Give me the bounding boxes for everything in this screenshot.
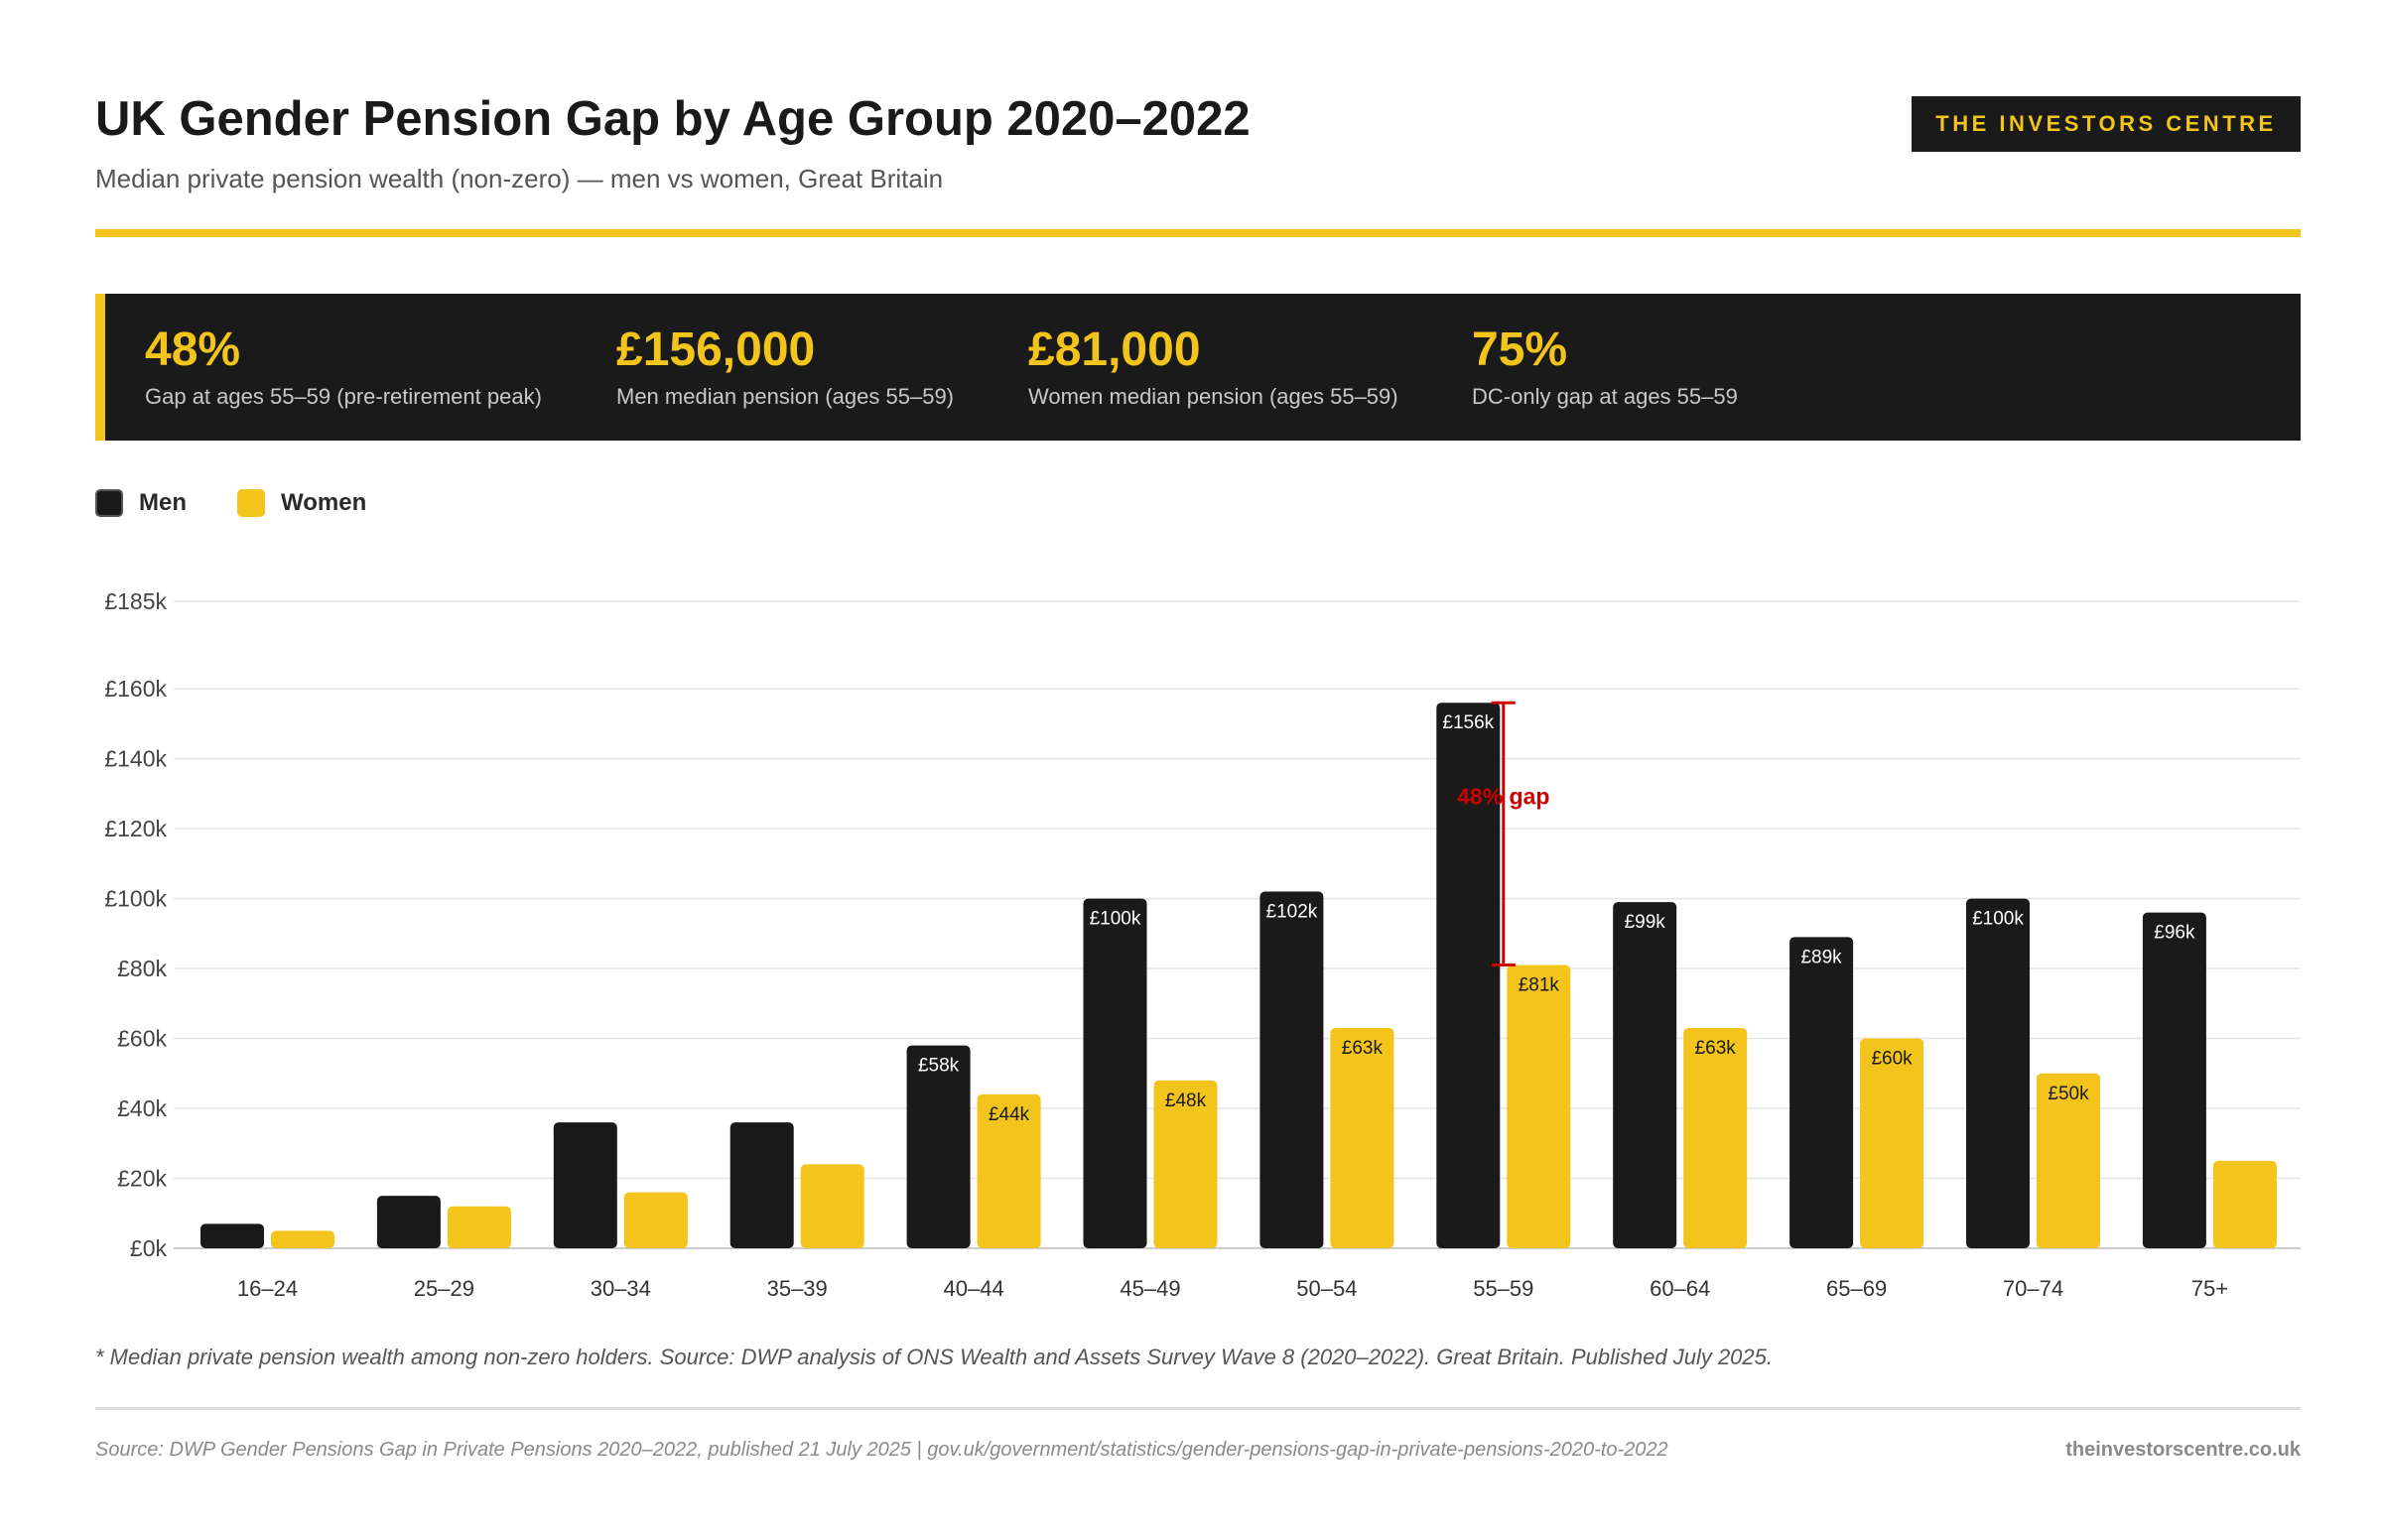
accent-rule (95, 229, 2301, 237)
stat-value: £81,000 (1028, 323, 1201, 376)
y-tick-label: £40k (117, 1095, 167, 1121)
legend-swatch-men (95, 489, 123, 517)
stat-value: £156,000 (616, 323, 816, 376)
bar-women (1860, 1038, 1924, 1248)
stat-label: DC-only gap at ages 55–59 (1472, 384, 1738, 409)
y-tick-label: £185k (104, 588, 167, 614)
bar-men (906, 1045, 971, 1248)
data-label: £63k (1342, 1038, 1384, 1059)
y-tick-label: £60k (117, 1026, 167, 1052)
bar-women (800, 1164, 864, 1248)
x-tick-label: 50–54 (1296, 1276, 1357, 1301)
stat-gap: 48% Gap at ages 55–59 (pre-retirement pe… (145, 323, 542, 411)
data-label: £81k (1519, 975, 1560, 996)
bar-men (1436, 703, 1501, 1248)
bar-men (376, 1196, 441, 1248)
bar-women (977, 1093, 1041, 1248)
y-tick-label: £20k (117, 1166, 167, 1192)
data-label: £44k (989, 1104, 1030, 1125)
stat-label: Men median pension (ages 55–59) (616, 384, 955, 409)
bar-women (2212, 1160, 2277, 1248)
x-tick-label: 35–39 (767, 1276, 828, 1301)
page-title: UK Gender Pension Gap by Age Group 2020–… (95, 92, 1251, 146)
data-label: £63k (1695, 1038, 1737, 1059)
bar-women (623, 1192, 688, 1248)
bar-women (271, 1230, 334, 1248)
data-label: £89k (1800, 947, 1842, 967)
bar-men (1259, 891, 1324, 1248)
data-label: £50k (2048, 1084, 2089, 1104)
stat-label: Gap at ages 55–59 (pre-retirement peak) (145, 384, 542, 409)
x-tick-label: 75+ (2191, 1276, 2228, 1301)
data-label: £102k (1266, 902, 1318, 923)
stat-women-median: £81,000 Women median pension (ages 55–59… (1028, 323, 1398, 411)
stats-banner: 48% Gap at ages 55–59 (pre-retirement pe… (95, 294, 2301, 441)
data-label: £100k (1090, 909, 1141, 930)
bar-women (1683, 1027, 1748, 1248)
y-tick-label: £0k (130, 1235, 168, 1261)
x-tick-label: 45–49 (1120, 1276, 1180, 1301)
stat-dc-gap: 75% DC-only gap at ages 55–59 (1472, 323, 1738, 411)
stat-value: 48% (145, 323, 241, 376)
y-tick-label: £140k (104, 746, 167, 772)
footer-divider (95, 1407, 2301, 1410)
y-tick-label: £120k (104, 816, 167, 841)
data-label: £60k (1871, 1049, 1913, 1070)
x-tick-label: 55–59 (1473, 1276, 1533, 1301)
bar-women (1330, 1027, 1394, 1248)
page-subtitle: Median private pension wealth (non-zero)… (95, 164, 944, 193)
bar-men (1789, 937, 1854, 1248)
chart-footnote: * Median private pension wealth among no… (95, 1345, 1774, 1369)
x-tick-label: 40–44 (944, 1276, 1004, 1301)
bar-women (447, 1206, 511, 1248)
data-label: £100k (1972, 909, 2024, 930)
site-link[interactable]: theinvestorscentre.co.uk (2065, 1439, 2301, 1461)
x-tick-label: 16–24 (237, 1276, 298, 1301)
y-tick-label: £100k (104, 886, 167, 912)
y-tick-label: £160k (104, 676, 167, 702)
stat-label: Women median pension (ages 55–59) (1028, 384, 1398, 409)
bar-men (1083, 898, 1147, 1248)
data-label: £48k (1165, 1091, 1207, 1111)
legend-item-women: Women (237, 488, 366, 518)
stat-value: 75% (1472, 323, 1568, 376)
bar-women (1153, 1080, 1218, 1248)
data-label: £58k (918, 1056, 960, 1077)
gap-annotation-label: 48% gap (1457, 783, 1549, 809)
legend-label: Men (139, 489, 187, 516)
legend-swatch-women (237, 489, 265, 517)
source-text: Source: DWP Gender Pensions Gap in Priva… (95, 1439, 1668, 1461)
bar-men (200, 1223, 264, 1248)
x-tick-label: 70–74 (2003, 1276, 2063, 1301)
x-tick-label: 25–29 (414, 1276, 474, 1301)
bar-chart: £0k £20k £40k £60k £80k £100k £120k £140k £160k £… (104, 588, 2301, 1301)
bar-women (1507, 964, 1571, 1248)
legend-label: Women (281, 489, 367, 516)
data-label: £156k (1442, 712, 1494, 733)
bar-men (1966, 898, 2030, 1248)
x-tick-label: 65–69 (1826, 1276, 1887, 1301)
data-label: £96k (2154, 923, 2195, 944)
bar-men (553, 1122, 617, 1248)
legend-item-men: Men (95, 488, 187, 518)
bar-men (729, 1122, 794, 1248)
bar-men (1613, 902, 1677, 1248)
data-label: £99k (1625, 912, 1666, 933)
brand-logo: THE INVESTORS CENTRE (1912, 96, 2301, 152)
bar-men (2142, 912, 2206, 1248)
y-tick-label: £80k (117, 956, 167, 981)
stat-men-median: £156,000 Men median pension (ages 55–59) (616, 323, 954, 411)
x-tick-label: 30–34 (591, 1276, 651, 1301)
x-tick-label: 60–64 (1650, 1276, 1710, 1301)
bar-women (2037, 1073, 2100, 1248)
